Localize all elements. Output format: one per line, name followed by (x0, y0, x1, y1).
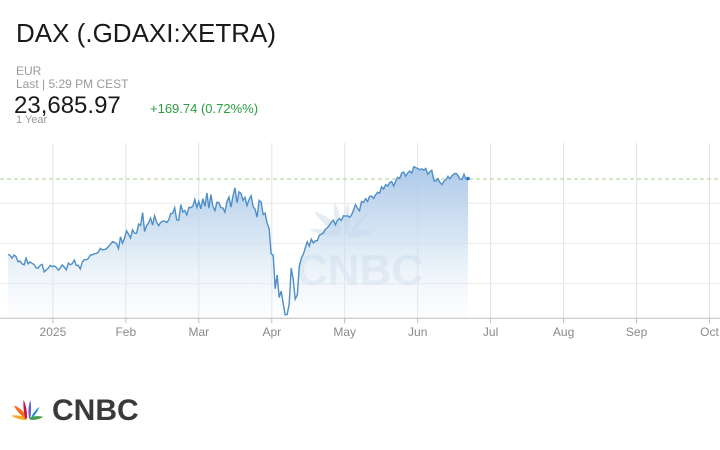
svg-text:Feb: Feb (115, 325, 136, 339)
svg-text:Jun: Jun (408, 325, 427, 339)
svg-text:Apr: Apr (262, 325, 281, 339)
svg-text:Aug: Aug (553, 325, 574, 339)
svg-text:2025: 2025 (40, 325, 67, 339)
svg-text:May: May (333, 325, 356, 339)
svg-text:Oct: Oct (700, 325, 719, 339)
svg-text:Sep: Sep (626, 325, 648, 339)
svg-text:Mar: Mar (188, 325, 209, 339)
svg-text:Jul: Jul (483, 325, 498, 339)
